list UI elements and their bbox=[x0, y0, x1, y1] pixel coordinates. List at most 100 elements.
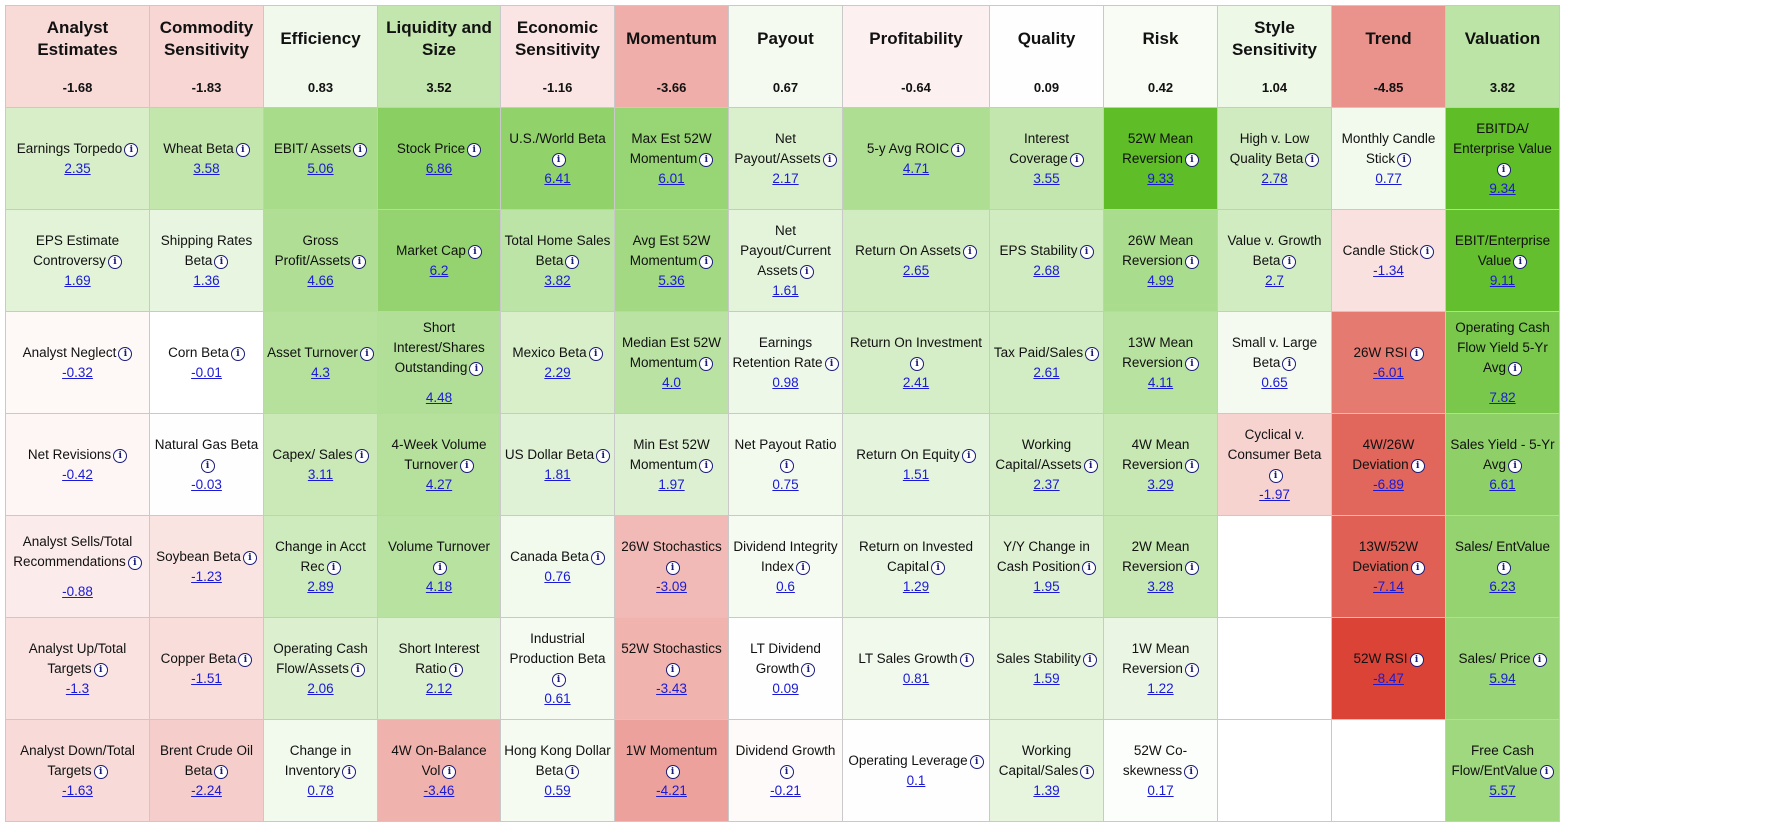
info-circle-icon[interactable]: i bbox=[565, 764, 580, 779]
info-circle-icon[interactable]: i bbox=[551, 672, 566, 687]
factor-value-link[interactable]: 5.94 bbox=[1489, 670, 1516, 686]
info-circle-icon[interactable]: i bbox=[699, 458, 714, 473]
factor-value-link[interactable]: 4.99 bbox=[1147, 272, 1174, 288]
factor-value-link[interactable]: 5.36 bbox=[658, 272, 685, 288]
factor-value-link[interactable]: -0.01 bbox=[191, 364, 222, 380]
info-circle-icon[interactable]: i bbox=[1420, 244, 1435, 259]
info-circle-icon[interactable]: i bbox=[354, 448, 369, 463]
factor-value-link[interactable]: 4.71 bbox=[902, 160, 930, 176]
factor-value-link[interactable]: 0.77 bbox=[1375, 170, 1402, 186]
info-circle-icon[interactable]: i bbox=[551, 152, 566, 167]
info-circle-icon[interactable]: i bbox=[951, 142, 966, 157]
info-circle-icon[interactable]: i bbox=[779, 458, 794, 473]
info-circle-icon[interactable]: i bbox=[1305, 152, 1320, 167]
factor-value-link[interactable]: -6.01 bbox=[1373, 364, 1404, 380]
info-circle-icon[interactable]: i bbox=[665, 764, 680, 779]
factor-value-link[interactable]: 2.89 bbox=[307, 578, 334, 594]
factor-value-link[interactable]: 9.33 bbox=[1147, 170, 1174, 186]
info-circle-icon[interactable]: i bbox=[959, 652, 974, 667]
factor-value-link[interactable]: 6.23 bbox=[1489, 578, 1516, 594]
info-circle-icon[interactable]: i bbox=[214, 764, 229, 779]
factor-value-link[interactable]: 6.86 bbox=[425, 160, 453, 176]
factor-value-link[interactable]: 4.27 bbox=[425, 476, 453, 492]
info-circle-icon[interactable]: i bbox=[1184, 560, 1199, 575]
factor-value-link[interactable]: 2.12 bbox=[425, 680, 453, 696]
factor-value-link[interactable]: 1.51 bbox=[902, 466, 930, 482]
info-circle-icon[interactable]: i bbox=[1082, 560, 1097, 575]
info-circle-icon[interactable]: i bbox=[1268, 468, 1283, 483]
factor-value-link[interactable]: -3.43 bbox=[656, 680, 687, 696]
info-circle-icon[interactable]: i bbox=[822, 152, 837, 167]
factor-value-link[interactable]: 6.41 bbox=[544, 170, 571, 186]
info-circle-icon[interactable]: i bbox=[214, 254, 229, 269]
info-circle-icon[interactable]: i bbox=[699, 254, 714, 269]
factor-value-link[interactable]: 2.78 bbox=[1261, 170, 1288, 186]
factor-value-link[interactable]: 2.65 bbox=[902, 262, 930, 278]
factor-value-link[interactable]: 2.35 bbox=[64, 160, 91, 176]
factor-value-link[interactable]: 0.81 bbox=[902, 670, 930, 686]
factor-value-link[interactable]: -0.21 bbox=[770, 782, 801, 798]
factor-value-link[interactable]: 4.11 bbox=[1147, 374, 1174, 390]
info-circle-icon[interactable]: i bbox=[1409, 346, 1424, 361]
info-circle-icon[interactable]: i bbox=[1496, 560, 1511, 575]
info-circle-icon[interactable]: i bbox=[118, 346, 133, 361]
info-circle-icon[interactable]: i bbox=[799, 264, 814, 279]
factor-value-link[interactable]: 0.1 bbox=[906, 772, 926, 788]
factor-value-link[interactable]: 4.0 bbox=[662, 374, 681, 390]
factor-value-link[interactable]: 1.95 bbox=[1033, 578, 1060, 594]
factor-value-link[interactable]: 9.34 bbox=[1489, 180, 1516, 196]
factor-value-link[interactable]: 0.61 bbox=[544, 690, 571, 706]
info-circle-icon[interactable]: i bbox=[352, 254, 367, 269]
factor-value-link[interactable]: 3.11 bbox=[307, 466, 334, 482]
factor-value-link[interactable]: -7.14 bbox=[1373, 578, 1404, 594]
factor-value-link[interactable]: -3.09 bbox=[656, 578, 687, 594]
info-circle-icon[interactable]: i bbox=[588, 346, 603, 361]
info-circle-icon[interactable]: i bbox=[93, 662, 108, 677]
factor-value-link[interactable]: 0.59 bbox=[544, 782, 571, 798]
factor-value-link[interactable]: 6.2 bbox=[429, 262, 449, 278]
info-circle-icon[interactable]: i bbox=[910, 356, 924, 371]
factor-value-link[interactable]: 1.61 bbox=[772, 282, 799, 298]
info-circle-icon[interactable]: i bbox=[200, 458, 215, 473]
factor-value-link[interactable]: -0.03 bbox=[191, 476, 222, 492]
factor-value-link[interactable]: -1.23 bbox=[191, 568, 222, 584]
info-circle-icon[interactable]: i bbox=[1410, 560, 1425, 575]
factor-value-link[interactable]: 2.06 bbox=[307, 680, 334, 696]
factor-value-link[interactable]: 2.37 bbox=[1033, 476, 1060, 492]
info-circle-icon[interactable]: i bbox=[961, 448, 976, 463]
factor-value-link[interactable]: 5.06 bbox=[307, 160, 334, 176]
info-circle-icon[interactable]: i bbox=[1513, 254, 1528, 269]
factor-value-link[interactable]: -4.21 bbox=[656, 782, 687, 798]
info-circle-icon[interactable]: i bbox=[931, 560, 946, 575]
factor-value-link[interactable]: 4.66 bbox=[307, 272, 334, 288]
factor-value-link[interactable]: 6.01 bbox=[658, 170, 685, 186]
info-circle-icon[interactable]: i bbox=[1184, 152, 1199, 167]
factor-value-link[interactable]: 1.97 bbox=[658, 476, 685, 492]
info-circle-icon[interactable]: i bbox=[1184, 458, 1199, 473]
factor-value-link[interactable]: 7.82 bbox=[1489, 389, 1516, 405]
info-circle-icon[interactable]: i bbox=[1184, 356, 1199, 371]
info-circle-icon[interactable]: i bbox=[565, 254, 580, 269]
info-circle-icon[interactable]: i bbox=[969, 754, 984, 769]
info-circle-icon[interactable]: i bbox=[459, 458, 474, 473]
factor-value-link[interactable]: 0.76 bbox=[544, 568, 571, 584]
info-circle-icon[interactable]: i bbox=[1184, 254, 1199, 269]
info-circle-icon[interactable]: i bbox=[1184, 662, 1199, 677]
info-circle-icon[interactable]: i bbox=[242, 550, 257, 565]
info-circle-icon[interactable]: i bbox=[113, 448, 128, 463]
factor-value-link[interactable]: 2.29 bbox=[544, 364, 571, 380]
info-circle-icon[interactable]: i bbox=[1397, 152, 1412, 167]
info-circle-icon[interactable]: i bbox=[448, 662, 463, 677]
info-circle-icon[interactable]: i bbox=[1082, 652, 1097, 667]
info-circle-icon[interactable]: i bbox=[238, 652, 253, 667]
info-circle-icon[interactable]: i bbox=[353, 142, 368, 157]
info-circle-icon[interactable]: i bbox=[699, 356, 714, 371]
info-circle-icon[interactable]: i bbox=[469, 361, 484, 376]
info-circle-icon[interactable]: i bbox=[1184, 764, 1199, 779]
info-circle-icon[interactable]: i bbox=[665, 662, 680, 677]
info-circle-icon[interactable]: i bbox=[699, 152, 714, 167]
factor-value-link[interactable]: -1.34 bbox=[1373, 262, 1404, 278]
info-circle-icon[interactable]: i bbox=[1496, 162, 1511, 177]
factor-value-link[interactable]: 4.48 bbox=[425, 389, 453, 405]
factor-value-link[interactable]: 2.7 bbox=[1265, 272, 1284, 288]
